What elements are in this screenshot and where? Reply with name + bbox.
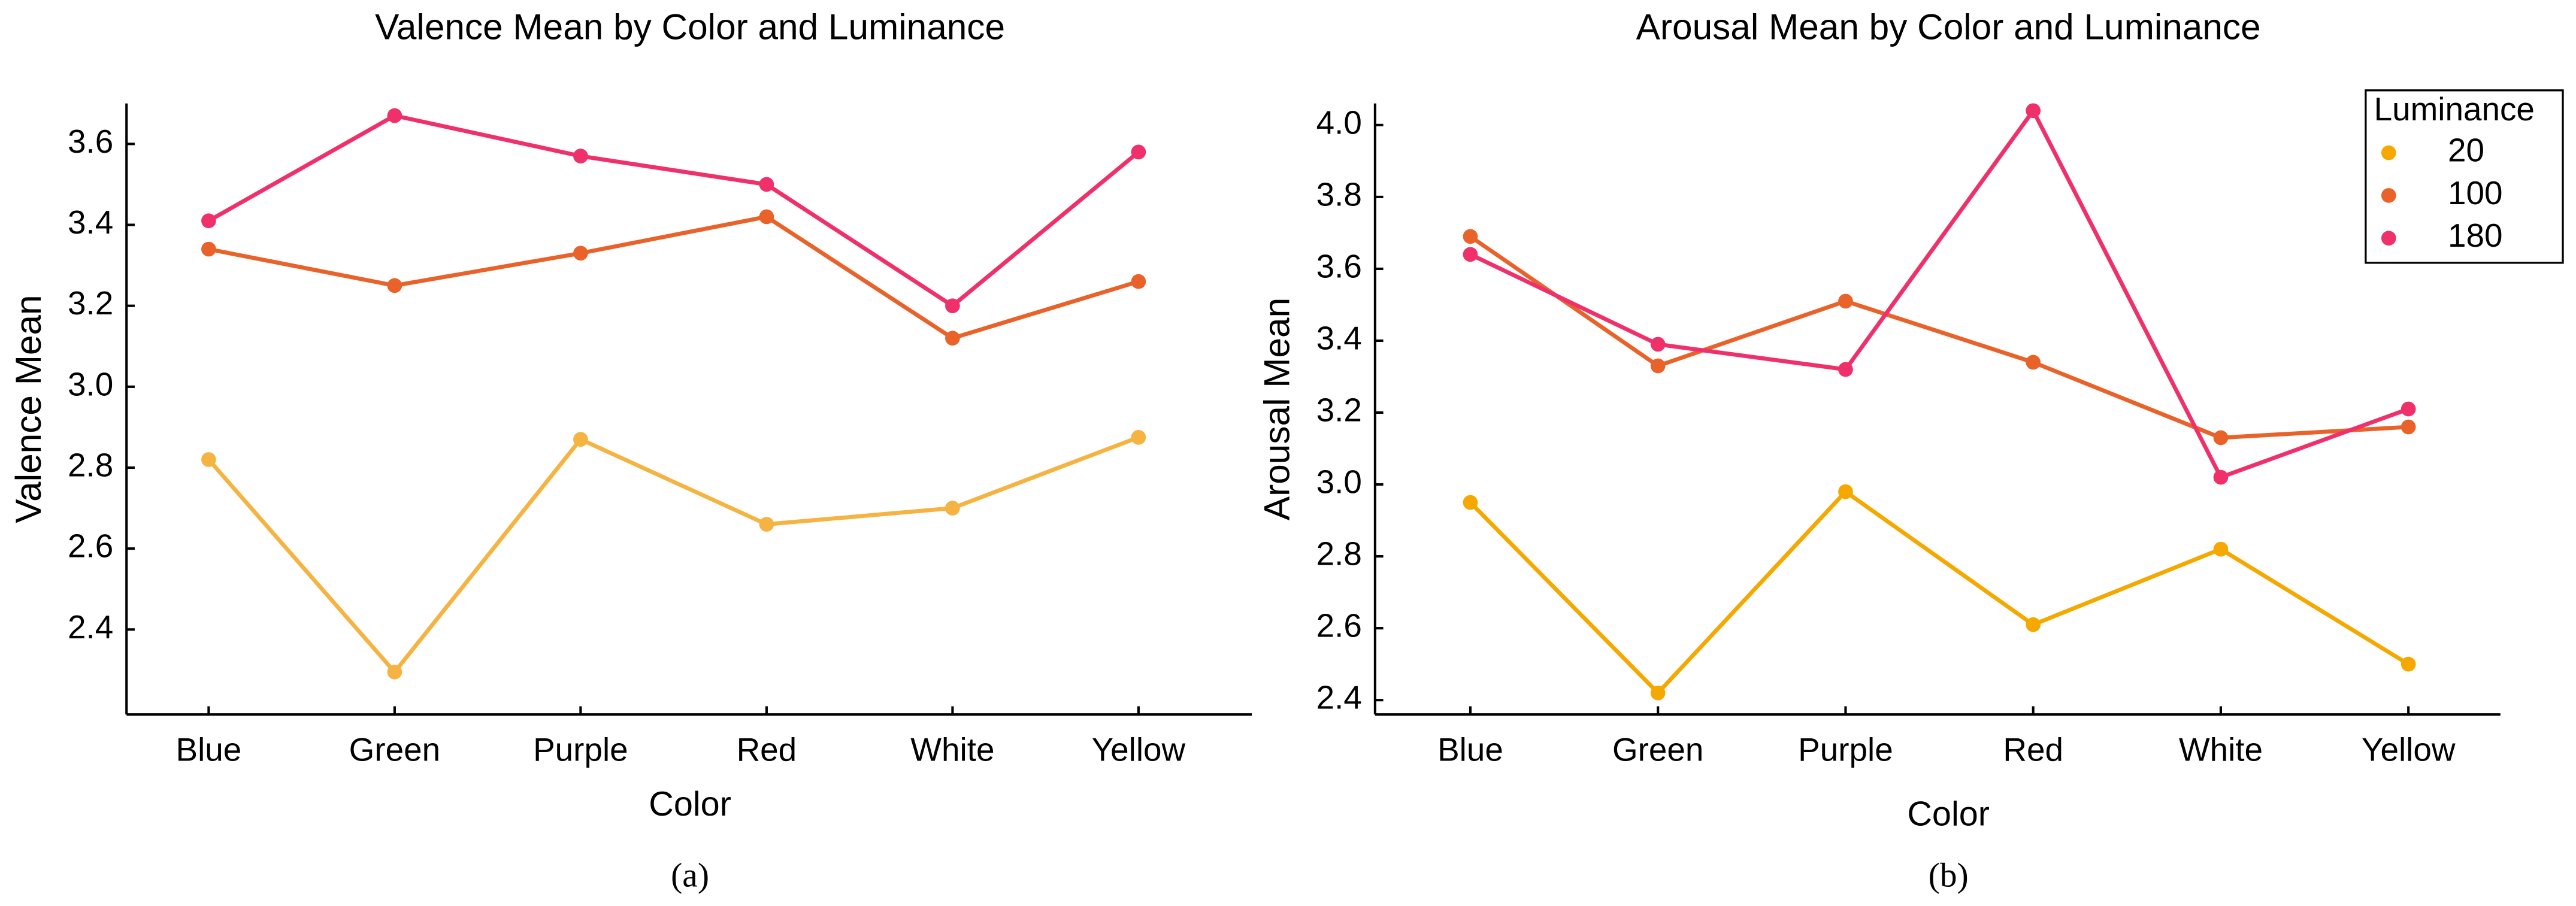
data-point	[2213, 469, 2229, 485]
data-point	[1463, 495, 1478, 510]
y-tick-label: 3.2	[68, 284, 113, 322]
chart-title: Arousal Mean by Color and Luminance	[1636, 6, 2261, 47]
series-line	[207, 113, 1140, 308]
data-point	[1838, 362, 1853, 377]
chart: Arousal Mean by Color and Luminance 2.4 2.…	[1257, 6, 2564, 895]
y-tick-label: 3.2	[1316, 391, 1362, 428]
series-line	[208, 214, 1139, 341]
data-point	[1650, 337, 1666, 352]
data-point	[1131, 274, 1146, 289]
y-tick-label: 3.0	[68, 365, 113, 402]
data-point	[759, 517, 774, 532]
legend-label: 100	[2448, 174, 2503, 211]
x-axis-title: Color	[649, 785, 731, 823]
series-line	[1469, 107, 2409, 480]
data-point	[2213, 430, 2229, 446]
data-point	[1131, 144, 1146, 160]
x-tick-label: Red	[2003, 731, 2063, 768]
data-point	[1650, 685, 1666, 701]
x-tick-label: White	[2179, 731, 2263, 768]
y-tick-label: 2.6	[68, 528, 113, 565]
data-point	[2401, 656, 2416, 672]
data-point	[945, 331, 960, 346]
data-point	[2213, 541, 2229, 557]
series-line	[1469, 489, 2409, 696]
data-point	[387, 108, 402, 123]
y-tick-label: 3.4	[1316, 319, 1362, 356]
data-point	[1838, 293, 1853, 309]
y-tick-label: 3.8	[1316, 175, 1362, 213]
y-axis-title: Arousal Mean	[1257, 298, 1297, 520]
x-tick-label: Red	[737, 731, 797, 768]
x-tick-label: Blue	[1437, 731, 1503, 768]
x-tick-label: Purple	[1798, 731, 1893, 768]
data-point	[201, 241, 216, 257]
data-point	[1131, 429, 1146, 445]
legend-marker	[2381, 188, 2396, 203]
x-tick-label: Green	[1612, 731, 1703, 768]
data-point	[945, 298, 960, 314]
x-tick-label: Purple	[533, 731, 628, 768]
y-tick-label: 2.8	[68, 446, 113, 483]
data-point	[387, 664, 402, 680]
data-point	[2026, 617, 2041, 632]
data-point	[573, 432, 588, 447]
legend-label: 20	[2448, 132, 2484, 169]
data-point	[387, 278, 402, 293]
y-tick-label: 3.6	[68, 123, 113, 160]
caption: (a)	[671, 857, 709, 895]
data-point	[2401, 401, 2416, 417]
data-point	[759, 209, 774, 225]
legend-title: Luminance	[2374, 90, 2535, 128]
x-axis-title: Color	[1907, 795, 1990, 833]
y-tick-label: 2.6	[1316, 607, 1362, 644]
y-tick-label: 3.4	[68, 204, 113, 241]
y-tick-label: 4.0	[1316, 104, 1362, 141]
data-point	[2026, 103, 2041, 119]
data-point	[1650, 358, 1666, 374]
y-axis-title: Valence Mean	[8, 295, 49, 523]
legend-label: 180	[2448, 217, 2503, 254]
chart: Valence Mean by Color and Luminance 2.4 2.…	[8, 6, 1252, 895]
x-tick-label: White	[910, 731, 994, 768]
chart-title: Valence Mean by Color and Luminance	[375, 6, 1005, 47]
data-point	[573, 246, 588, 261]
y-tick-label: 2.4	[1316, 679, 1362, 716]
y-tick-label: 2.4	[68, 608, 113, 646]
data-point	[2026, 354, 2041, 370]
legend-marker	[2381, 145, 2396, 160]
data-point	[201, 452, 216, 467]
series-line	[1469, 235, 2409, 440]
x-tick-label: Blue	[176, 731, 242, 768]
data-point	[1463, 247, 1478, 262]
data-point	[759, 177, 774, 192]
y-tick-label: 3.6	[1316, 247, 1362, 284]
series-line	[207, 435, 1140, 675]
caption: (b)	[1929, 857, 1969, 895]
y-tick-label: 3.0	[1316, 463, 1362, 501]
data-point	[2401, 419, 2416, 435]
x-tick-label: Yellow	[2362, 731, 2456, 768]
data-point	[945, 501, 960, 516]
data-point	[1463, 229, 1478, 244]
x-tick-label: Yellow	[1092, 731, 1186, 768]
data-point	[573, 149, 588, 163]
data-point	[1838, 484, 1853, 499]
data-point	[201, 213, 216, 229]
legend-box	[2365, 89, 2564, 264]
y-tick-label: 2.8	[1316, 535, 1362, 572]
x-tick-label: Green	[349, 731, 440, 768]
legend-marker	[2381, 231, 2396, 246]
